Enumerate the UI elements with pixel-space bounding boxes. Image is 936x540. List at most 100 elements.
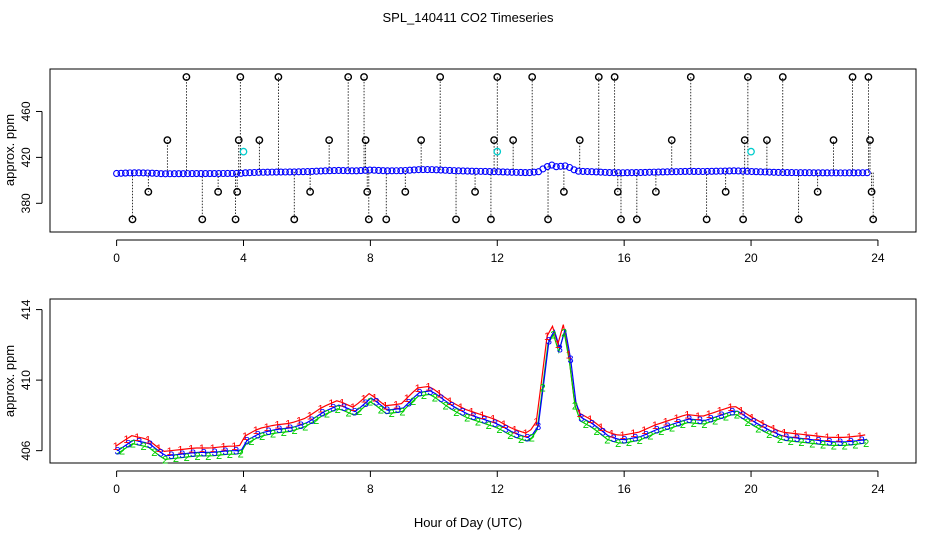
level-point xyxy=(388,167,396,175)
series-marker-1: 1 xyxy=(620,430,626,442)
outlier-point xyxy=(128,215,137,224)
level-point xyxy=(628,169,636,177)
level-point xyxy=(557,162,565,170)
series-marker-2: 2 xyxy=(744,417,750,429)
level-point xyxy=(663,168,671,176)
level-point xyxy=(832,169,840,177)
outlier-point xyxy=(613,187,622,196)
series-marker-1: 1 xyxy=(382,401,388,413)
series-marker-1: 1 xyxy=(167,446,173,458)
outlier-point xyxy=(363,187,372,196)
series-marker-1: 1 xyxy=(760,418,766,430)
series-marker-3: 3 xyxy=(794,433,800,445)
level-point xyxy=(126,169,134,177)
outlier-point xyxy=(544,215,552,224)
series-marker-3: 3 xyxy=(384,405,390,417)
level-point xyxy=(193,170,201,178)
series-marker-2: 2 xyxy=(755,423,761,435)
series-marker-1: 1 xyxy=(792,429,798,441)
series-marker-1: 1 xyxy=(749,412,755,424)
series-marker-3: 3 xyxy=(751,417,757,429)
level-point xyxy=(606,169,614,177)
level-point xyxy=(477,167,485,175)
outlier-point xyxy=(763,136,771,145)
outlier-point xyxy=(632,215,641,224)
series-marker-2: 2 xyxy=(701,419,707,431)
series-marker-3: 3 xyxy=(740,410,746,422)
outlier-point xyxy=(236,73,245,81)
series-marker-2: 2 xyxy=(378,404,384,416)
outlier-point xyxy=(864,73,873,81)
series-marker-3: 3 xyxy=(578,413,584,425)
series-marker-1: 1 xyxy=(479,410,485,422)
series-marker-1: 1 xyxy=(339,397,345,409)
series-marker-3: 3 xyxy=(298,420,304,432)
series-marker-2: 2 xyxy=(572,401,578,413)
level-point xyxy=(685,167,694,175)
top-x-tick-label: 12 xyxy=(491,251,505,265)
series-marker-3: 3 xyxy=(416,387,422,399)
outlier-point xyxy=(651,187,660,196)
level-point xyxy=(819,169,827,177)
series-marker-1: 1 xyxy=(361,393,367,405)
level-point xyxy=(348,167,356,175)
top-x-tick-label: 20 xyxy=(744,251,758,265)
level-point xyxy=(228,169,236,178)
series-marker-2: 2 xyxy=(173,453,179,465)
level-point xyxy=(614,169,623,177)
level-point xyxy=(201,170,209,178)
outlier-point xyxy=(233,187,242,196)
level-point xyxy=(783,169,791,177)
series-marker-3: 3 xyxy=(621,435,627,447)
series-marker-1: 1 xyxy=(771,423,777,435)
series-marker-2: 2 xyxy=(561,328,567,340)
series-marker-2: 2 xyxy=(766,429,772,441)
level-point xyxy=(863,169,871,177)
outlier-point xyxy=(743,73,752,81)
level-point xyxy=(517,168,525,177)
series-marker-1: 1 xyxy=(458,402,464,414)
outlier-point xyxy=(610,73,619,81)
series-marker-1: 1 xyxy=(447,396,453,408)
series-marker-2: 2 xyxy=(194,451,200,463)
level-point xyxy=(339,167,347,175)
top-x-tick-label: 16 xyxy=(617,251,631,265)
level-point xyxy=(788,169,796,177)
level-point xyxy=(779,168,787,177)
level-point xyxy=(641,168,649,176)
level-point xyxy=(690,167,698,175)
series-marker-2: 2 xyxy=(432,392,438,404)
outlier-point xyxy=(667,136,676,145)
x-axis-title: Hour of Day (UTC) xyxy=(414,515,522,530)
series-marker-3: 3 xyxy=(201,447,207,459)
level-point xyxy=(188,170,196,178)
top-flagged-points xyxy=(239,147,755,156)
series-marker-1: 1 xyxy=(436,388,442,400)
level-point xyxy=(805,169,813,177)
outlier-point xyxy=(417,136,426,145)
bottom-y-axis-label: approx. ppm xyxy=(2,345,17,417)
flagged-point xyxy=(747,147,755,156)
series-marker-3: 3 xyxy=(826,437,832,449)
level-point xyxy=(446,166,454,175)
series-marker-1: 1 xyxy=(544,331,550,343)
series-marker-1: 1 xyxy=(188,443,194,455)
series-marker-1: 1 xyxy=(145,435,151,447)
series-marker-1: 1 xyxy=(285,419,291,431)
series-marker-1: 1 xyxy=(846,432,852,444)
top-y-axis: 380 420 460 xyxy=(19,101,43,213)
series-marker-2: 2 xyxy=(788,436,794,448)
series-marker-3: 3 xyxy=(686,414,692,426)
level-point xyxy=(468,167,476,175)
bottom-y-tick-label: 410 xyxy=(19,370,33,390)
series-marker-2: 2 xyxy=(443,400,449,412)
outlier-point xyxy=(559,187,568,196)
top-x-tick-label: 8 xyxy=(367,251,374,265)
series-marker-1: 1 xyxy=(814,431,820,443)
series-marker-2: 2 xyxy=(540,383,546,395)
series-marker-1: 1 xyxy=(857,431,863,443)
level-point xyxy=(637,168,645,177)
level-point xyxy=(321,167,329,175)
series-marker-3: 3 xyxy=(481,415,487,427)
outlier-point xyxy=(382,215,391,224)
